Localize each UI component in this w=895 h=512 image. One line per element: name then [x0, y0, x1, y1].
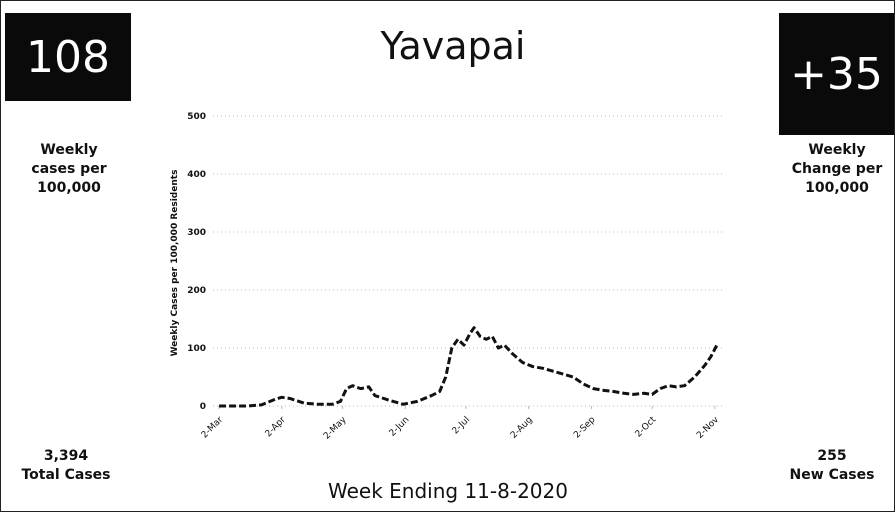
- left-total: 3,394: [43, 448, 89, 464]
- right-total: 255: [817, 448, 847, 464]
- left-label: Weekly cases per 100,000: [31, 142, 107, 196]
- footer: Week Ending 11-8-2020: [328, 479, 568, 503]
- y-tick-label: 100: [187, 344, 206, 354]
- right-value: +35: [779, 13, 894, 135]
- y-tick-label: 500: [187, 112, 206, 122]
- y-axis-label: Weekly Cases per 100,000 Residents: [170, 170, 180, 357]
- y-tick-label: 0: [200, 402, 206, 412]
- x-tick-label: 2-May: [322, 415, 349, 442]
- y-tick-label: 300: [187, 228, 206, 238]
- right-total-label: New Cases: [789, 467, 875, 483]
- right-label: Weekly Change per 100,000: [791, 142, 883, 196]
- left-value: 108: [5, 13, 131, 101]
- left-total-label: Total Cases: [21, 467, 111, 483]
- x-tick-label: 2-Aug: [509, 415, 535, 441]
- x-tick-label: 2-Jun: [388, 415, 412, 439]
- x-tick-label: 2-Mar: [200, 415, 226, 441]
- x-tick-label: 2-Sep: [572, 415, 598, 441]
- x-tick-label: 2-Oct: [634, 415, 659, 440]
- x-tick-label: 2-Jul: [451, 415, 472, 436]
- x-tick-label: 2-Apr: [264, 415, 288, 439]
- y-tick-label: 200: [187, 286, 206, 296]
- chart-title: Yavapai: [379, 24, 525, 68]
- line-series: [219, 326, 719, 408]
- x-tick-label: 2-Nov: [695, 415, 721, 441]
- y-tick-label: 400: [187, 170, 206, 180]
